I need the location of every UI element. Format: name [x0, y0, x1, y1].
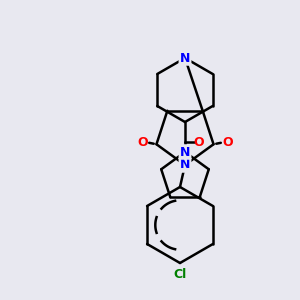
Text: N: N — [180, 52, 190, 64]
Text: N: N — [180, 158, 190, 172]
Text: O: O — [137, 136, 148, 149]
Text: N: N — [180, 146, 190, 158]
Text: Cl: Cl — [173, 268, 187, 281]
Text: O: O — [194, 136, 204, 148]
Text: O: O — [222, 136, 233, 149]
